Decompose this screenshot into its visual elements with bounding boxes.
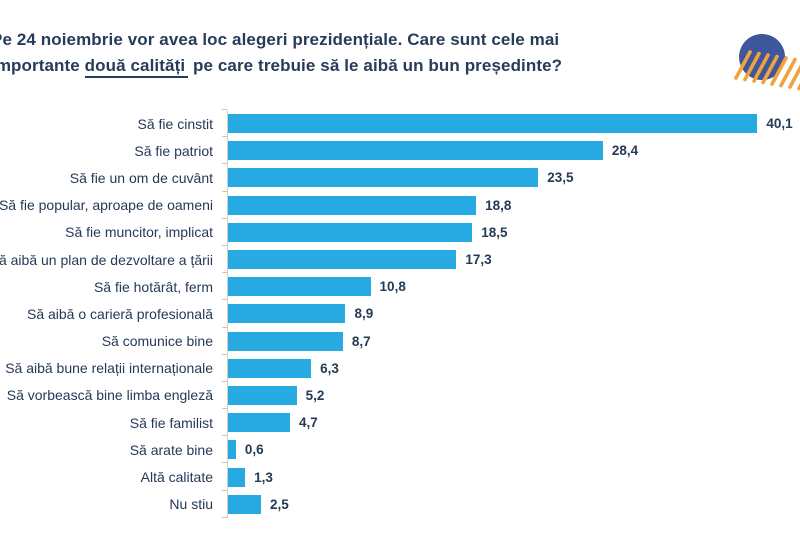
bar-label: Să fie popular, aproape de oameni xyxy=(0,197,213,214)
bar-label: Să fie muncitor, implicat xyxy=(65,224,213,241)
title-line-2-pre: importante xyxy=(0,56,85,75)
bar-track: 10,8 xyxy=(222,272,800,301)
bar xyxy=(228,168,539,188)
chart-row: Să aibă un plan de dezvoltare a țării 17… xyxy=(0,244,800,274)
bar-label: Să fie familist xyxy=(129,414,213,431)
bar-value: 17,3 xyxy=(465,252,492,268)
bar-label: Să aibă o carieră profesională xyxy=(26,305,213,322)
header: Pe 24 noiembrie vor avea loc alegeri pre… xyxy=(0,0,800,91)
bar xyxy=(228,413,291,433)
chart-row: Să comunice bine 8,7 xyxy=(0,326,800,355)
bar-value: 18,8 xyxy=(485,197,512,213)
chart-row: Să fie muncitor, implicat 18,5 xyxy=(0,217,800,246)
chart-row: Să fie un om de cuvânt 23,5 xyxy=(0,163,800,192)
chart-row: Să fie familist 4,7 xyxy=(0,408,800,437)
bar-value: 6,3 xyxy=(320,360,339,376)
chart-row: Nu stiu 2,5 xyxy=(0,489,800,519)
bar xyxy=(228,304,346,324)
bar-label: Să fie un om de cuvânt xyxy=(69,169,213,186)
chart-row: Să aibă o carieră profesională 8,9 xyxy=(0,299,800,328)
bar xyxy=(228,467,246,487)
bar-label: Să arate bine xyxy=(129,441,213,458)
bar-value: 1,3 xyxy=(254,469,273,485)
bar-track: 23,5 xyxy=(222,163,800,192)
bar xyxy=(228,114,758,134)
bar-label: Să vorbească bine limba engleză xyxy=(6,387,213,404)
bar-track: 40,1 xyxy=(222,108,800,138)
bar-track: 17,3 xyxy=(222,244,800,274)
chart-row: Să vorbească bine limba engleză 5,2 xyxy=(0,380,800,410)
bar xyxy=(228,494,261,514)
bar-value: 10,8 xyxy=(379,279,406,295)
title-line-2-post: pe care trebuie să le aibă un bun președ… xyxy=(188,56,563,75)
bar-track: 18,8 xyxy=(222,190,800,219)
bar-label: Să aibă bune relații internaționale xyxy=(5,360,213,377)
bar-value: 5,2 xyxy=(305,387,325,403)
bar-track: 5,2 xyxy=(222,380,800,410)
bar xyxy=(228,141,603,161)
bar-label: Altă calitate xyxy=(140,469,213,486)
bar-chart: Să fie cinstit 40,1 Să fie patriot 28,4 … xyxy=(0,108,800,519)
bar-label: Să fie patriot xyxy=(134,142,213,159)
title-line-2: importante două calități pe care trebuie… xyxy=(0,53,800,79)
bar-label: Să fie hotărât, ferm xyxy=(93,278,213,295)
bar-value: 4,7 xyxy=(299,415,318,431)
bar-value: 28,4 xyxy=(611,143,639,159)
bar-label: Nu stiu xyxy=(169,496,213,513)
bar-track: 8,9 xyxy=(222,299,800,328)
bar xyxy=(228,385,297,405)
bar-label: Să aibă un plan de dezvoltare a țării xyxy=(0,251,213,268)
chart-row: Să fie patriot 28,4 xyxy=(0,136,800,165)
bar xyxy=(228,277,371,297)
bar-track: 28,4 xyxy=(222,136,800,165)
title-line-1-text: Pe 24 noiembrie vor avea loc alegeri pre… xyxy=(0,30,560,49)
bar-track: 0,6 xyxy=(222,435,800,464)
chart-row: Să fie cinstit 40,1 xyxy=(0,108,800,138)
title-line-1: Pe 24 noiembrie vor avea loc alegeri pre… xyxy=(0,27,800,53)
circle-stripes-logo-icon xyxy=(734,34,800,91)
bar xyxy=(228,222,473,242)
question-title: Pe 24 noiembrie vor avea loc alegeri pre… xyxy=(0,27,800,79)
bar-value: 23,5 xyxy=(547,170,574,186)
chart-row: Să aibă bune relații internaționale 6,3 xyxy=(0,353,800,382)
bar xyxy=(228,440,236,460)
bar-value: 8,7 xyxy=(351,333,371,349)
bar-track: 2,5 xyxy=(222,489,800,519)
bar xyxy=(228,195,477,215)
bar xyxy=(228,331,343,351)
bar-value: 0,6 xyxy=(244,442,264,458)
bar-value: 2,5 xyxy=(270,496,289,512)
title-underlined-phrase: două calități xyxy=(84,56,189,78)
chart-row: Să fie hotărât, ferm 10,8 xyxy=(0,272,800,301)
chart-row: Să arate bine 0,6 xyxy=(0,435,800,464)
bar-track: 1,3 xyxy=(222,462,800,491)
bar-label: Să fie cinstit xyxy=(137,115,213,132)
bar-track: 18,5 xyxy=(222,217,800,246)
bar-value: 40,1 xyxy=(766,116,793,132)
bar-track: 4,7 xyxy=(222,408,800,437)
bar xyxy=(228,250,457,270)
bar-value: 18,5 xyxy=(481,224,508,240)
bar-track: 8,7 xyxy=(222,326,800,355)
bar-track: 6,3 xyxy=(222,353,800,382)
bar xyxy=(228,358,312,378)
bar-value: 8,9 xyxy=(354,306,374,322)
chart-row: Să fie popular, aproape de oameni 18,8 xyxy=(0,190,800,219)
bar-label: Să comunice bine xyxy=(101,333,213,350)
chart-row: Altă calitate 1,3 xyxy=(0,462,800,491)
